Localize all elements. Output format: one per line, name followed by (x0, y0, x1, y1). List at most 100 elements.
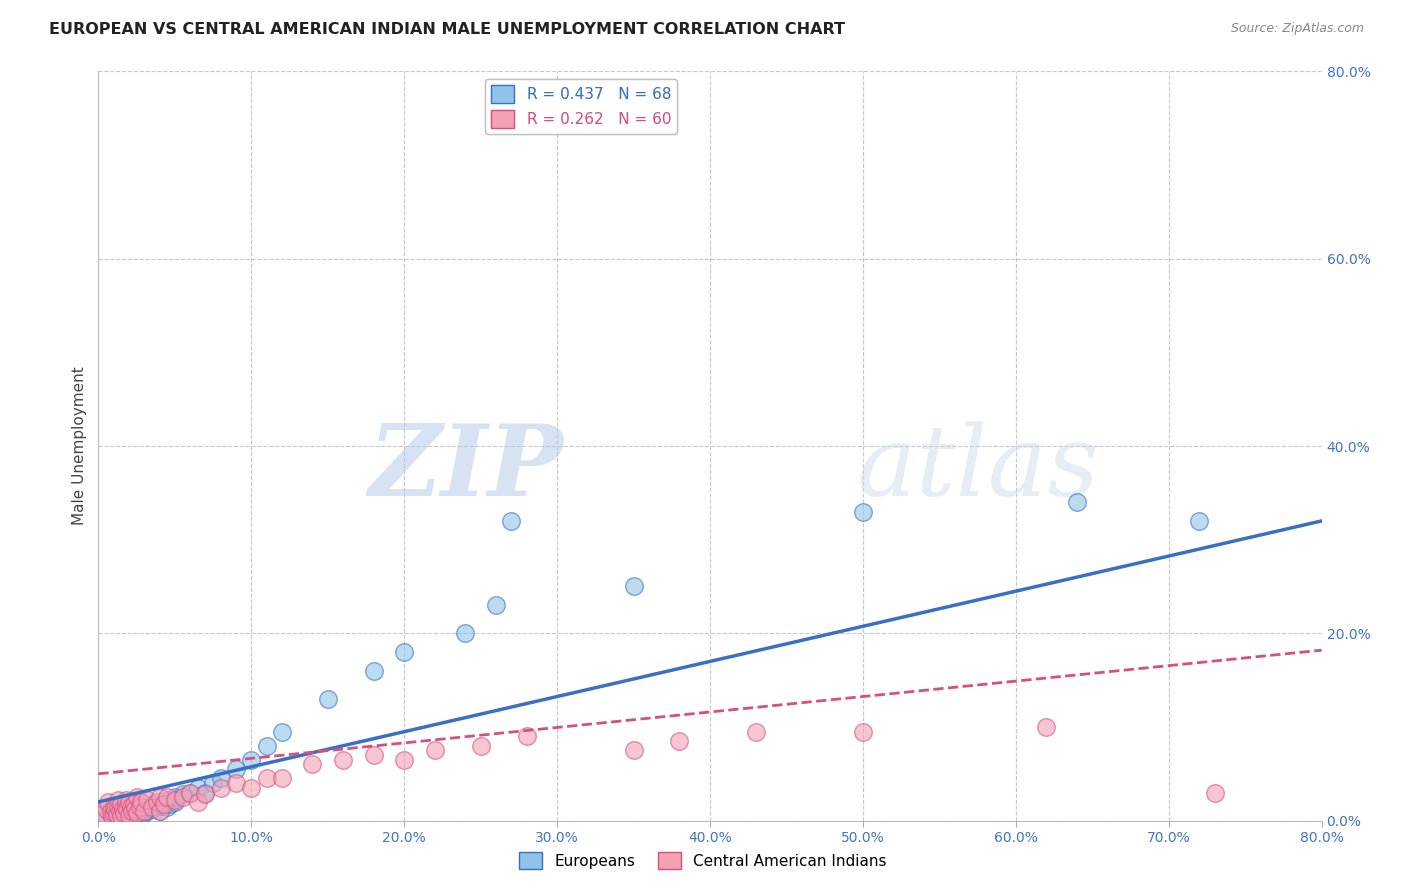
Point (134, 800, 156, 814)
Point (301, 757, 323, 772)
Text: atlas: atlas (856, 421, 1099, 516)
Point (118, 800, 141, 814)
Point (187, 795, 209, 809)
Point (149, 805, 172, 819)
Point (138, 799, 160, 814)
Point (122, 797, 145, 811)
Point (159, 797, 181, 811)
Point (225, 762, 247, 776)
Point (194, 788, 217, 802)
Point (470, 739, 492, 753)
Point (270, 772, 292, 786)
Point (270, 724, 292, 739)
Point (152, 798, 174, 813)
Point (240, 780, 263, 795)
Point (118, 808, 141, 822)
Point (145, 799, 167, 814)
Point (125, 798, 148, 813)
Point (156, 799, 179, 814)
Point (179, 786, 201, 800)
Point (103, 802, 125, 816)
Point (118, 809, 141, 823)
Point (136, 805, 159, 819)
Point (115, 805, 138, 819)
Point (163, 793, 186, 807)
Point (107, 793, 129, 807)
Point (122, 802, 145, 816)
Point (363, 747, 385, 762)
Point (187, 780, 209, 795)
Point (136, 793, 159, 807)
Point (115, 799, 138, 814)
Point (94, 809, 117, 823)
Point (363, 664, 385, 678)
Point (118, 795, 141, 809)
Point (179, 786, 201, 800)
Point (240, 753, 263, 767)
Point (202, 776, 225, 790)
Point (1204, 786, 1226, 800)
Point (125, 802, 148, 816)
Point (209, 772, 232, 786)
Point (149, 790, 172, 805)
Point (141, 799, 163, 814)
Point (105, 807, 128, 822)
Point (454, 626, 477, 640)
Point (129, 801, 152, 815)
Point (124, 802, 146, 816)
Point (256, 772, 278, 786)
Point (120, 799, 142, 814)
Point (172, 790, 194, 805)
Point (110, 802, 132, 816)
Point (163, 790, 186, 805)
Point (225, 776, 247, 790)
Point (97, 795, 120, 809)
Point (125, 790, 148, 805)
Point (111, 802, 134, 816)
Point (115, 808, 138, 822)
Text: EUROPEAN VS CENTRAL AMERICAN INDIAN MALE UNEMPLOYMENT CORRELATION CHART: EUROPEAN VS CENTRAL AMERICAN INDIAN MALE… (49, 22, 845, 37)
Point (153, 795, 176, 809)
Point (516, 730, 538, 744)
Point (128, 799, 150, 814)
Point (128, 805, 150, 820)
Point (134, 806, 156, 821)
Point (110, 797, 132, 811)
Point (118, 805, 141, 820)
Point (105, 805, 128, 819)
Point (852, 505, 875, 519)
Point (149, 805, 172, 819)
Point (485, 599, 508, 613)
Legend: R = 0.437   N = 68, R = 0.262   N = 60: R = 0.437 N = 68, R = 0.262 N = 60 (485, 79, 678, 134)
Point (112, 805, 135, 819)
Point (1188, 514, 1211, 528)
Point (141, 802, 163, 816)
Point (122, 807, 145, 822)
Point (103, 806, 125, 821)
Point (316, 692, 339, 706)
Point (110, 809, 132, 823)
Point (141, 797, 163, 811)
Point (392, 753, 416, 767)
Legend: Europeans, Central American Indians: Europeans, Central American Indians (513, 846, 893, 875)
Point (194, 786, 217, 800)
Point (94, 802, 117, 816)
Point (110, 806, 132, 821)
Point (103, 809, 125, 823)
Point (1035, 720, 1057, 734)
Point (125, 806, 148, 821)
Text: Source: ZipAtlas.com: Source: ZipAtlas.com (1230, 22, 1364, 36)
Point (105, 807, 128, 822)
Point (117, 806, 139, 821)
Point (115, 793, 138, 807)
Point (103, 799, 125, 814)
Point (100, 805, 122, 819)
Point (153, 797, 176, 811)
Point (134, 805, 156, 819)
Point (107, 808, 129, 822)
Point (111, 807, 134, 822)
Point (156, 790, 179, 805)
Point (98, 806, 121, 821)
Point (172, 788, 194, 802)
Point (104, 802, 127, 816)
